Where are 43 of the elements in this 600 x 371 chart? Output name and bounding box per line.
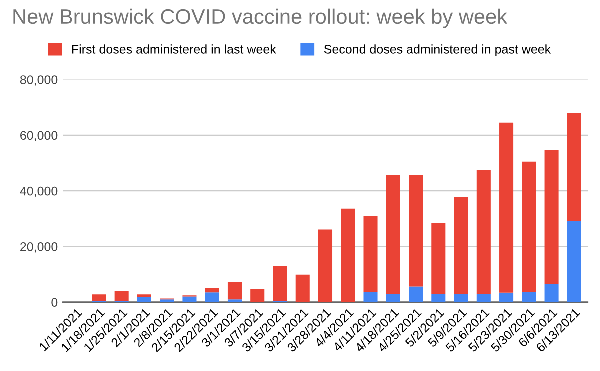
bar xyxy=(228,300,242,302)
bar xyxy=(432,223,446,294)
y-tick-label: 60,000 xyxy=(20,131,58,142)
y-tick-label: 40,000 xyxy=(20,186,58,198)
bar xyxy=(114,292,129,302)
bar xyxy=(409,175,424,287)
bar xyxy=(386,175,400,294)
bar xyxy=(476,294,491,302)
bar xyxy=(432,294,446,302)
y-tick-label: 80,000 xyxy=(20,76,58,86)
legend-label: Second doses administered in past week xyxy=(324,44,552,56)
y-tick-label: 20,000 xyxy=(20,242,58,253)
bar xyxy=(160,300,174,302)
bar xyxy=(273,266,288,302)
chart-title: New Brunswick COVID vaccine rollout: week by week xyxy=(14,8,508,28)
bar xyxy=(364,216,378,292)
bar xyxy=(341,208,356,302)
bar xyxy=(476,170,491,294)
bar xyxy=(409,286,424,302)
bar xyxy=(92,294,106,301)
bar xyxy=(386,294,400,302)
bar xyxy=(567,113,582,222)
bar xyxy=(522,292,536,302)
bar xyxy=(567,221,582,302)
bar xyxy=(318,230,333,302)
bar xyxy=(364,292,378,302)
bar xyxy=(454,294,468,302)
bar xyxy=(205,292,220,302)
bar xyxy=(500,122,514,293)
bar xyxy=(137,294,152,298)
bar xyxy=(454,197,468,294)
legend-label: First doses administered in last week xyxy=(72,44,276,54)
bar xyxy=(182,296,197,302)
y-tick-label: 0 xyxy=(52,298,58,308)
bar xyxy=(522,162,536,292)
bar xyxy=(250,289,265,302)
bar xyxy=(500,292,514,302)
bar xyxy=(205,288,220,293)
bar xyxy=(544,150,559,284)
bar xyxy=(137,297,152,302)
bar xyxy=(544,284,559,302)
bar xyxy=(228,282,242,300)
bar xyxy=(296,274,310,302)
